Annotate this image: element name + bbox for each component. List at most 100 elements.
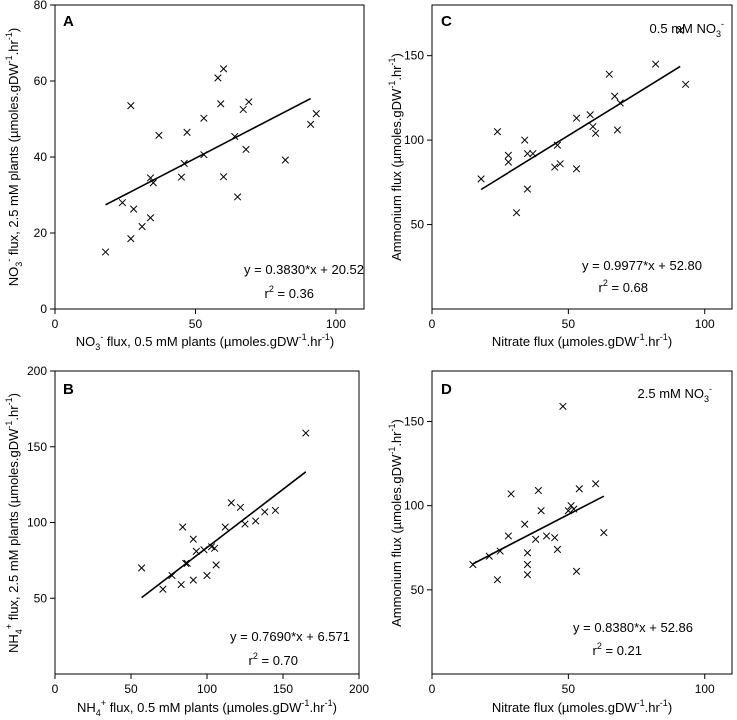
data-point bbox=[616, 99, 624, 107]
data-point bbox=[271, 506, 280, 515]
panel-letter: D bbox=[441, 381, 452, 398]
data-point bbox=[591, 129, 600, 138]
data-point bbox=[118, 198, 127, 207]
data-point bbox=[485, 552, 493, 560]
data-point bbox=[245, 98, 253, 106]
data-point bbox=[534, 486, 543, 495]
data-point bbox=[469, 560, 477, 569]
panel-letter: A bbox=[63, 13, 74, 30]
data-point bbox=[242, 145, 250, 154]
data-point bbox=[200, 151, 208, 159]
data-point bbox=[553, 141, 562, 149]
data-point bbox=[177, 580, 185, 589]
data-point bbox=[575, 485, 583, 493]
data-point bbox=[493, 128, 502, 136]
y-tick-label: 150 bbox=[27, 440, 47, 454]
data-point bbox=[192, 547, 201, 555]
data-point bbox=[241, 520, 249, 528]
x-axis-title: NO3- flux, 0.5 mM plants (µmoles.gDW-1.h… bbox=[76, 332, 334, 352]
data-point bbox=[504, 151, 513, 159]
panel-letter: C bbox=[441, 13, 452, 30]
x-tick-label: 100 bbox=[326, 317, 346, 331]
y-axis-title: NO3- flux, 2.5 mM plants (µmoles.gDW-1.h… bbox=[4, 28, 24, 286]
data-point bbox=[231, 132, 239, 141]
data-point bbox=[572, 165, 581, 173]
data-point bbox=[586, 111, 594, 119]
y-tick-label: 100 bbox=[27, 516, 47, 530]
data-point bbox=[182, 559, 190, 568]
data-point bbox=[523, 571, 532, 579]
y-tick-label: 150 bbox=[404, 49, 424, 63]
y-axis-title: NH4+ flux, 2.5 mM plants (µmoles.gDW-1.h… bbox=[4, 393, 24, 653]
data-point bbox=[214, 74, 222, 82]
r-squared: r2 = 0.68 bbox=[599, 278, 648, 295]
r-squared: r2 = 0.70 bbox=[249, 651, 298, 668]
data-point bbox=[281, 156, 289, 164]
data-point bbox=[203, 571, 211, 580]
x-tick-label: 0 bbox=[52, 317, 59, 331]
x-tick-label: 200 bbox=[349, 682, 369, 696]
data-point bbox=[477, 175, 485, 183]
data-point bbox=[189, 535, 197, 543]
data-point bbox=[302, 429, 310, 437]
data-point bbox=[227, 499, 235, 507]
x-tick-label: 100 bbox=[695, 317, 715, 331]
y-tick-label: 100 bbox=[404, 133, 424, 147]
y-tick-label: 50 bbox=[411, 218, 425, 232]
data-point bbox=[591, 480, 600, 488]
regression-equation: y = 0.7690*x + 6.571 bbox=[230, 629, 350, 644]
panel-d: 0 50 100 50 100 150 D Nitrate flux (µmoles.gDW-… bbox=[387, 370, 733, 715]
r-squared: r2 = 0.21 bbox=[593, 641, 642, 658]
data-point bbox=[521, 136, 529, 144]
r-squared: r2 = 0.36 bbox=[265, 284, 314, 301]
regression-equation: y = 0.8380*x + 52.86 bbox=[573, 620, 693, 635]
x-tick-label: 0 bbox=[429, 317, 436, 331]
data-point bbox=[553, 545, 562, 554]
x-axis-title: Nitrate flux (µmoles.gDW-1.hr-1) bbox=[492, 698, 672, 715]
panel-b: 0 50 100 150 200 50 100 150 200 B NH4+ flux, 0.5 m… bbox=[4, 364, 369, 718]
condition-label: 0.5 mM NO3- bbox=[650, 19, 724, 39]
data-point bbox=[217, 100, 225, 108]
data-point bbox=[529, 149, 537, 158]
data-point bbox=[512, 209, 521, 217]
data-point bbox=[200, 546, 208, 554]
data-point bbox=[542, 532, 551, 540]
data-point bbox=[605, 70, 613, 78]
data-point bbox=[521, 520, 529, 528]
plot-frame bbox=[431, 370, 733, 675]
y-tick-label: 100 bbox=[404, 499, 424, 513]
data-point bbox=[504, 158, 513, 166]
data-point bbox=[101, 248, 110, 256]
x-tick-label: 150 bbox=[273, 682, 293, 696]
data-point bbox=[189, 576, 197, 584]
data-point bbox=[219, 173, 228, 181]
data-point bbox=[137, 564, 146, 572]
regression-line bbox=[472, 495, 605, 565]
data-point bbox=[600, 528, 608, 537]
y-tick-label: 150 bbox=[404, 415, 424, 429]
regression-line bbox=[480, 65, 681, 191]
data-point bbox=[537, 507, 545, 515]
y-tick-label: 0 bbox=[40, 302, 47, 316]
y-tick-label: 20 bbox=[34, 226, 48, 240]
data-point bbox=[210, 544, 219, 552]
y-tick-label: 50 bbox=[34, 591, 48, 605]
data-point bbox=[159, 585, 167, 593]
y-tick-label: 60 bbox=[34, 74, 48, 88]
data-point bbox=[261, 508, 269, 516]
y-tick-label: 40 bbox=[34, 150, 48, 164]
panel-c: 0 50 100 50 100 150 C Nitrate flux (µmoles.gDW-… bbox=[387, 4, 733, 349]
data-point bbox=[676, 26, 684, 34]
data-point bbox=[523, 560, 532, 569]
data-point bbox=[183, 128, 191, 136]
data-point bbox=[306, 120, 315, 128]
data-point bbox=[523, 185, 532, 193]
data-point bbox=[572, 567, 581, 575]
data-point bbox=[251, 517, 260, 525]
x-tick-label: 100 bbox=[197, 682, 217, 696]
data-point bbox=[138, 222, 146, 231]
y-tick-label: 50 bbox=[411, 583, 425, 597]
data-point bbox=[149, 179, 157, 187]
data-point bbox=[179, 523, 187, 531]
